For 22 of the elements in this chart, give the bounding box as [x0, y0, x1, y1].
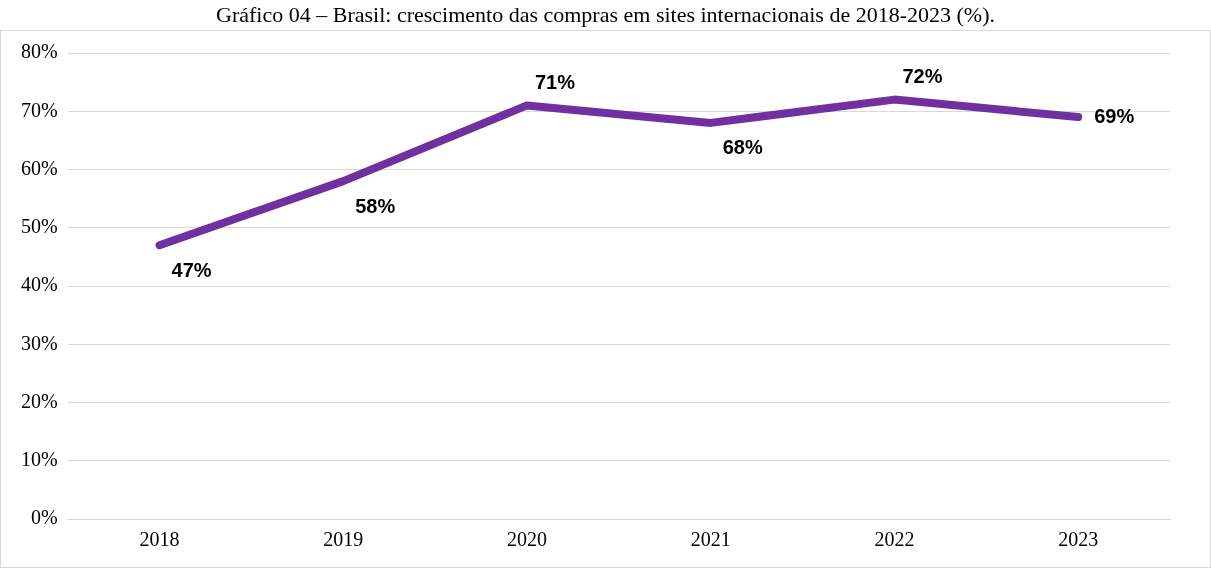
y-tick-label: 40% — [20, 273, 58, 296]
text: 47% — [171, 258, 212, 281]
text: 72% — [902, 65, 943, 88]
y-tick-label: 60% — [20, 156, 58, 179]
chart-title: Gráfico 04 – Brasil: crescimento das compras em sites internacionais de 2018-2023 (%). — [215, 1, 996, 29]
x-tick-label: 2022 — [874, 528, 915, 551]
y-tick-label: 70% — [20, 98, 58, 121]
y-tick-label: 80% — [20, 40, 58, 63]
x-tick-label: 2018 — [139, 528, 180, 551]
x-tick-label: 2023 — [1058, 528, 1099, 551]
x-tick-label: 2019 — [323, 528, 364, 551]
y-tick-label: 0% — [30, 506, 58, 529]
y-tick-label: 30% — [20, 331, 58, 354]
y-tick-label: 10% — [20, 448, 58, 470]
text: 68% — [722, 136, 763, 159]
x-tick-label: 2021 — [690, 528, 731, 551]
text: 58% — [355, 194, 396, 217]
text: 71% — [534, 70, 575, 93]
x-tick-label: 2020 — [506, 528, 547, 551]
y-tick-label: 20% — [20, 389, 58, 412]
text: 69% — [1094, 104, 1135, 127]
y-tick-label: 50% — [20, 215, 58, 237]
